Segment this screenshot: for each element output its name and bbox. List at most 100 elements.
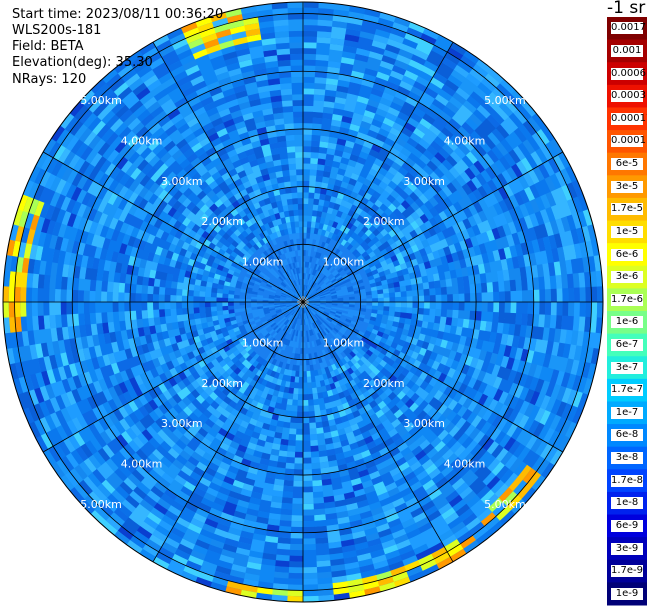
radar-cell	[360, 117, 480, 242]
radar-cell	[465, 151, 479, 165]
radar-cell	[98, 350, 257, 517]
radar-cell	[63, 224, 166, 265]
radar-cell	[229, 396, 266, 469]
radar-cell	[314, 287, 372, 301]
radar-cell	[73, 316, 161, 339]
radar-cell	[116, 156, 129, 170]
radar-cell	[274, 560, 290, 568]
radar-cell	[112, 369, 174, 409]
radar-cell	[389, 565, 407, 577]
radar-cell	[130, 226, 182, 255]
radar-cell	[454, 482, 489, 518]
radar-cell	[261, 278, 269, 284]
radar-cell	[82, 346, 92, 361]
radar-cell	[362, 390, 470, 540]
radar-cell	[91, 233, 199, 274]
radar-cell	[357, 393, 373, 413]
radar-cell	[126, 432, 180, 487]
colorbar-tick-label: 1.7e-5	[611, 203, 644, 216]
radar-cell	[246, 289, 298, 302]
radar-cell	[207, 132, 220, 143]
radar-cell	[135, 86, 152, 101]
radar-cell	[176, 395, 215, 435]
radar-cell	[309, 310, 322, 326]
radar-cell	[160, 315, 219, 332]
radar-cell	[503, 246, 512, 260]
radar-cell	[37, 273, 160, 295]
radar-cell	[214, 384, 281, 576]
radar-cell	[130, 328, 235, 378]
radar-cell	[227, 393, 273, 500]
radar-cell	[392, 321, 591, 380]
radar-cell	[70, 408, 145, 465]
radar-cell	[321, 17, 364, 190]
radar-cell	[69, 468, 106, 503]
range-ring-label: 2.00km	[363, 377, 405, 390]
radar-cell	[243, 306, 293, 328]
radar-cell	[290, 71, 304, 130]
radar-cell	[52, 248, 225, 290]
radar-cell	[287, 7, 305, 233]
radar-cell	[283, 311, 289, 316]
radar-cell	[35, 355, 106, 388]
radar-cell	[344, 22, 410, 179]
radar-cell	[511, 163, 524, 179]
radar-cell	[89, 414, 135, 452]
colorbar-unit: -1 sr	[607, 0, 646, 18]
radar-cell	[303, 25, 319, 187]
radar-cell	[107, 280, 235, 299]
radar-cell	[334, 91, 396, 224]
radar-cell	[359, 292, 367, 297]
radar-cell	[17, 193, 29, 212]
range-ring-label: 2.00km	[363, 215, 405, 228]
radar-cell	[338, 433, 386, 559]
radar-cell	[418, 347, 427, 357]
radar-cell	[309, 234, 322, 275]
radar-cell	[247, 39, 266, 65]
radar-cell	[304, 313, 313, 366]
radar-cell	[306, 263, 340, 298]
radar-cell	[357, 109, 488, 246]
radar-cell	[311, 248, 327, 281]
radar-cell	[78, 277, 200, 297]
radar-cell	[265, 529, 279, 538]
radar-cell	[176, 238, 221, 265]
radar-cell	[470, 302, 603, 319]
radar-cell	[50, 313, 190, 342]
radar-cell	[403, 273, 411, 281]
radar-cell	[175, 454, 188, 466]
radar-cell	[387, 157, 561, 258]
radar-cell	[59, 356, 232, 491]
radar-cell	[260, 252, 300, 298]
radar-cell	[346, 367, 354, 375]
radar-cell	[308, 290, 349, 301]
radar-cell	[271, 442, 281, 451]
radar-cell	[589, 317, 597, 334]
radar-cell	[143, 74, 160, 88]
radar-cell	[127, 134, 210, 214]
radar-cell	[357, 366, 493, 523]
radar-cell	[251, 303, 263, 308]
radar-cell	[72, 289, 171, 302]
radar-cell	[303, 238, 310, 285]
radar-cell	[448, 425, 460, 438]
radar-cell	[281, 310, 297, 330]
radar-cell	[423, 174, 452, 201]
radar-cell	[244, 308, 288, 331]
radar-cell	[312, 267, 359, 297]
radar-cell	[92, 119, 222, 234]
radar-cell	[358, 101, 537, 255]
radar-cell	[440, 339, 448, 349]
radar-cell	[172, 366, 269, 534]
radar-cell	[205, 146, 217, 157]
radar-cell	[405, 389, 478, 454]
radar-cell	[209, 581, 227, 592]
radar-cell	[380, 159, 470, 237]
radar-cell	[337, 17, 395, 176]
radar-cell	[433, 154, 539, 225]
radar-cell	[225, 258, 234, 266]
radar-cell	[363, 586, 381, 596]
radar-cell	[303, 313, 310, 360]
radar-cell	[314, 299, 344, 303]
radar-cell	[417, 454, 492, 546]
